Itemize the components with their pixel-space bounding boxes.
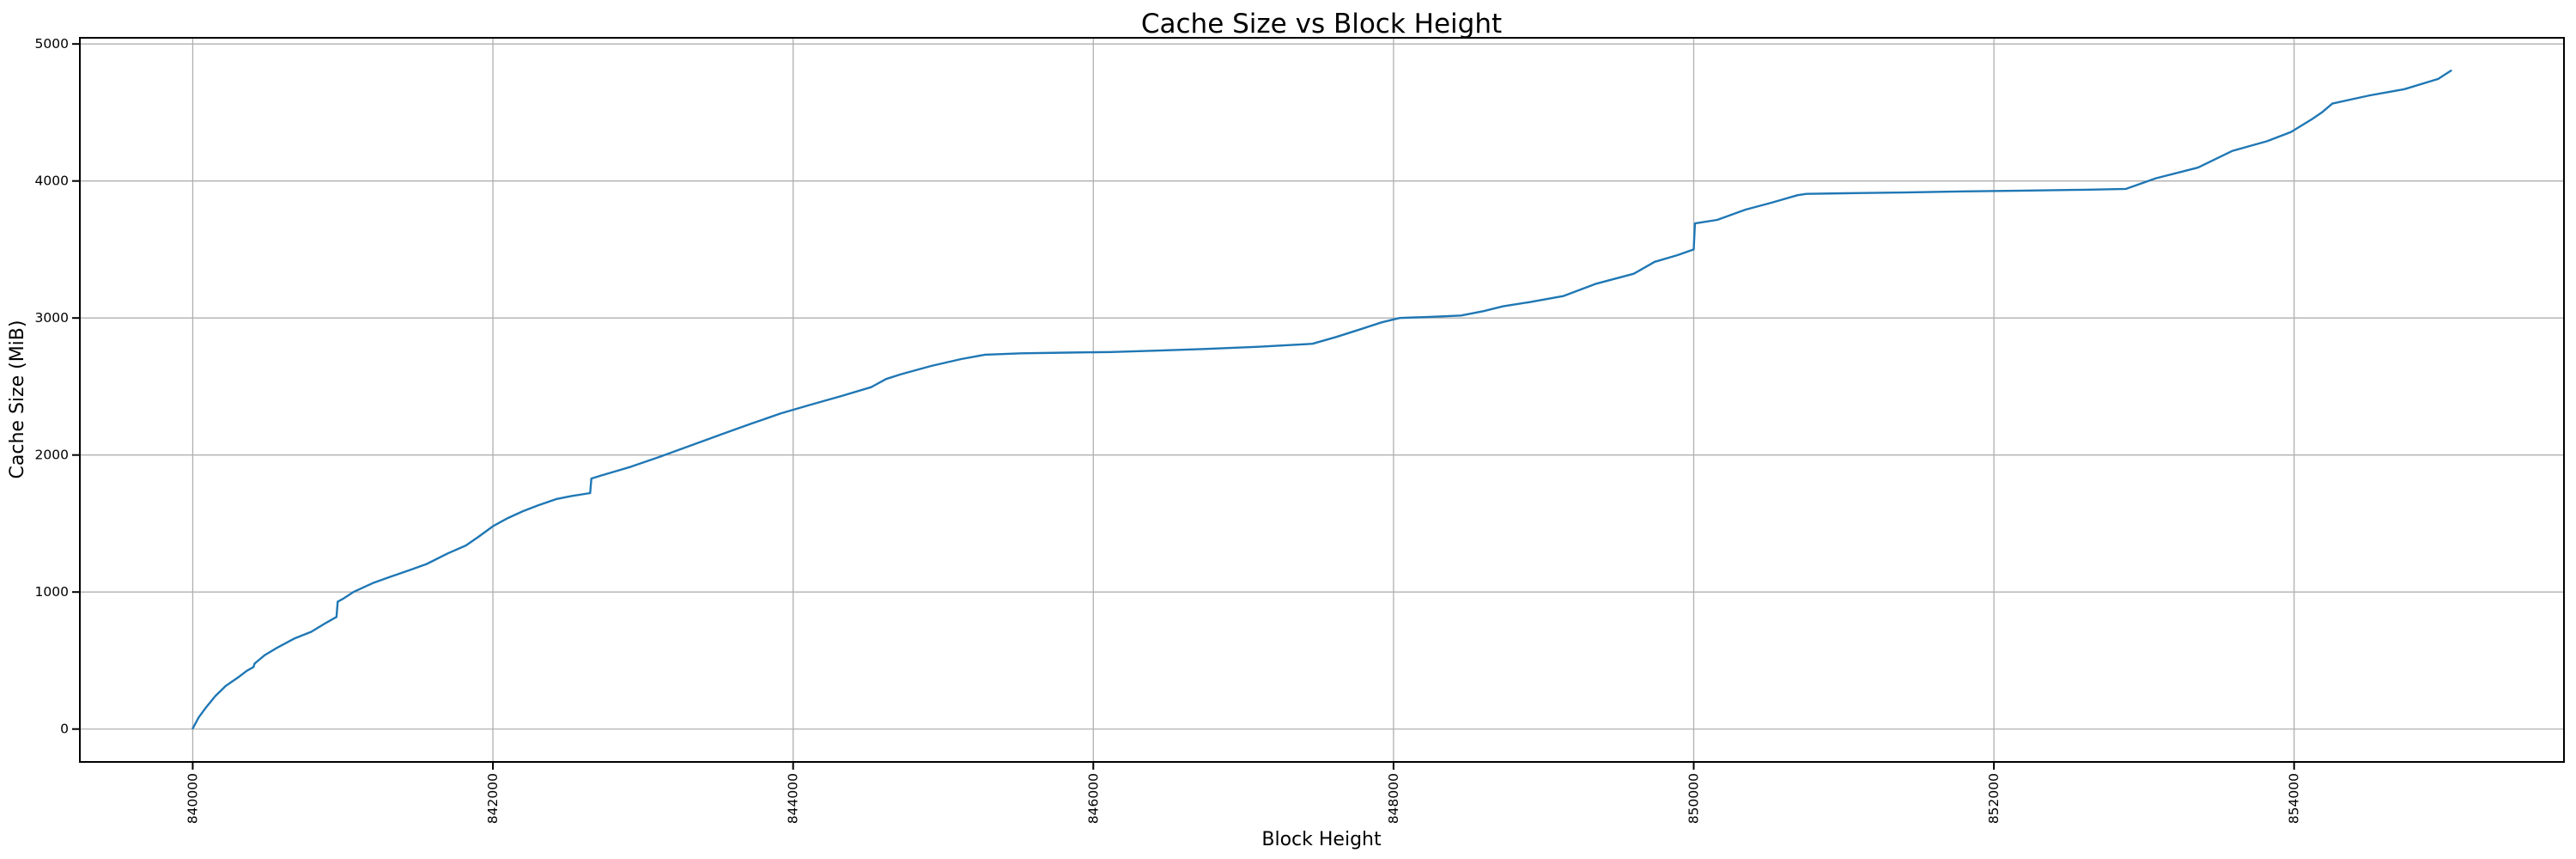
chart-title: Cache Size vs Block Height — [1141, 9, 1502, 40]
x-tick-label: 852000 — [1986, 773, 2002, 824]
y-tick-label: 2000 — [35, 448, 69, 463]
y-tick-label: 3000 — [35, 310, 69, 326]
y-tick-label: 1000 — [35, 584, 69, 600]
cache-size-line — [191, 70, 2452, 730]
y-tick-label: 0 — [60, 722, 69, 737]
x-tick-label: 840000 — [185, 773, 200, 824]
axes-spines — [79, 37, 2565, 763]
x-tick-label: 844000 — [786, 773, 801, 824]
x-axis-label: Block Height — [1261, 829, 1382, 850]
y-axis-label: Cache Size (MiB) — [7, 320, 28, 479]
y-tick-label: 5000 — [35, 36, 69, 52]
y-axis-ticks: 0 1000 2000 3000 4000 5000 — [35, 36, 80, 737]
x-tick-label: 842000 — [485, 773, 501, 824]
plot-area — [80, 38, 2564, 762]
x-tick-label: 854000 — [2287, 773, 2302, 824]
x-tick-label: 846000 — [1085, 773, 1101, 824]
data-series — [191, 70, 2452, 730]
x-tick-label: 848000 — [1386, 773, 1401, 824]
x-tick-label: 850000 — [1686, 773, 1701, 824]
x-axis-ticks: 840000 842000 844000 846000 848000 850000 8520… — [185, 762, 2302, 824]
y-tick-label: 4000 — [35, 174, 69, 189]
